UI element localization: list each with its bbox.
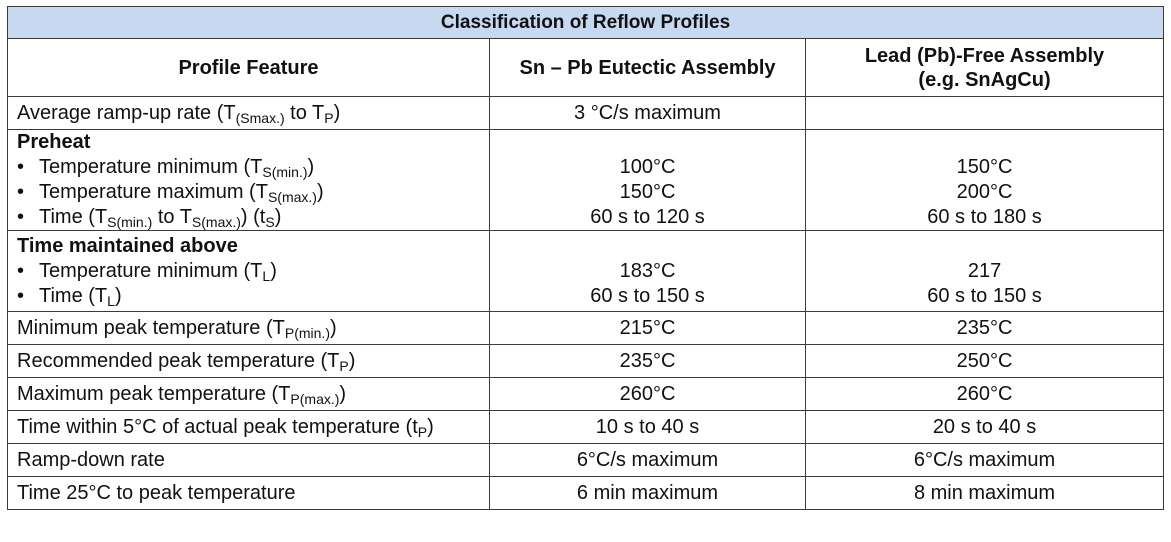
above-pbfree-time: 60 s to 150 s [927,284,1042,307]
cell-ramp-down-feature: Ramp-down rate [7,443,490,477]
preheat-tmin-label: • Temperature minimum (TS(min.)) [17,156,315,180]
cell-within-feature: Time within 5°C of actual peak temperatu… [7,410,490,444]
header-profile-feature: Profile Feature [7,38,490,97]
cell-min-peak-pbfree: 235°C [804,311,1165,345]
above-snpb-time: 60 s to 150 s [590,284,705,307]
preheat-snpb-tmax: 150°C [619,181,676,203]
cell-ramp-down-snpb: 6°C/s maximum [489,443,806,477]
cell-above-pbfree: 217 60 s to 150 s [804,230,1165,312]
table-row-min-peak: Minimum peak temperature (TP(min.)) 215°… [7,311,1165,345]
table-row-preheat: Preheat • Temperature minimum (TS(min.)) … [7,129,1165,231]
cell-above-feature: Time maintained above • Temperature minim… [7,230,490,312]
header-pb-free: Lead (Pb)-Free Assembly (e.g. SnAgCu) [804,38,1165,97]
cell-rec-peak-pbfree: 250°C [804,344,1165,378]
cell-time25-feature: Time 25°C to peak temperature [7,476,490,510]
table-row-time-within-peak: Time within 5°C of actual peak temperatu… [7,410,1165,444]
preheat-tmax-label: • Temperature maximum (TS(max.)) [17,181,324,205]
table-row-ramp-down: Ramp-down rate 6°C/s maximum 6°C/s maxim… [7,443,1165,477]
cell-preheat-feature: Preheat • Temperature minimum (TS(min.)) … [7,129,490,231]
table-row-recommended-peak: Recommended peak temperature (TP) 235°C … [7,344,1165,378]
table-row-max-peak: Maximum peak temperature (TP(max.)) 260°… [7,377,1165,411]
table-row-time-above: Time maintained above • Temperature minim… [7,230,1165,312]
cell-within-pbfree: 20 s to 40 s [804,410,1165,444]
cell-rec-peak-feature: Recommended peak temperature (TP) [7,344,490,378]
table-title-row: Classification of Reflow Profiles [6,6,1165,39]
header-pb-free-line1: Lead (Pb)-Free Assembly [864,44,1105,67]
cell-within-snpb: 10 s to 40 s [489,410,806,444]
preheat-snpb-tmin: 100°C [619,156,676,178]
cell-ramp-up-feature: Average ramp-up rate (T(Smax.) to TP) [7,96,490,130]
cell-max-peak-pbfree: 260°C [804,377,1165,411]
preheat-snpb-time: 60 s to 120 s [590,206,705,228]
cell-time25-pbfree: 8 min maximum [804,476,1165,510]
above-time-label: • Time (TL) [17,284,122,309]
cell-preheat-pbfree: 150°C 200°C 60 s to 180 s [804,129,1165,231]
header-snpb: Sn – Pb Eutectic Assembly [489,38,806,97]
above-pbfree-tmin: 217 [967,259,1002,282]
cell-above-snpb: 183°C 60 s to 150 s [489,230,806,312]
preheat-heading: Preheat [17,131,91,153]
preheat-pbfree-tmin: 150°C [956,156,1013,178]
table-row-ramp-up: Average ramp-up rate (T(Smax.) to TP) 3 … [7,96,1165,130]
cell-ramp-up-snpb: 3 °C/s maximum [489,96,806,130]
cell-preheat-snpb: 100°C 150°C 60 s to 120 s [489,129,806,231]
table-header-row: Profile Feature Sn – Pb Eutectic Assembl… [7,38,1165,97]
cell-min-peak-feature: Minimum peak temperature (TP(min.)) [7,311,490,345]
reflow-profile-table: Classification of Reflow Profiles Profil… [6,6,1165,510]
cell-max-peak-snpb: 260°C [489,377,806,411]
cell-ramp-up-pbfree [804,96,1165,130]
cell-rec-peak-snpb: 235°C [489,344,806,378]
preheat-time-label: • Time (TS(min.) to TS(max.)) (tS) [17,206,282,230]
above-tmin-label: • Temperature minimum (TL) [17,259,277,284]
cell-max-peak-feature: Maximum peak temperature (TP(max.)) [7,377,490,411]
above-snpb-tmin: 183°C [619,259,676,282]
reflow-table-container: Classification of Reflow Profiles Profil… [6,6,1165,510]
table-row-time-25c: Time 25°C to peak temperature 6 min maxi… [7,476,1165,510]
table-title: Classification of Reflow Profiles [6,6,1165,39]
preheat-pbfree-tmax: 200°C [956,181,1013,203]
cell-ramp-down-pbfree: 6°C/s maximum [804,443,1165,477]
header-pb-free-line2: (e.g. SnAgCu) [918,68,1051,91]
cell-time25-snpb: 6 min maximum [489,476,806,510]
preheat-pbfree-time: 60 s to 180 s [927,206,1042,228]
above-heading: Time maintained above [17,234,238,257]
cell-min-peak-snpb: 215°C [489,311,806,345]
